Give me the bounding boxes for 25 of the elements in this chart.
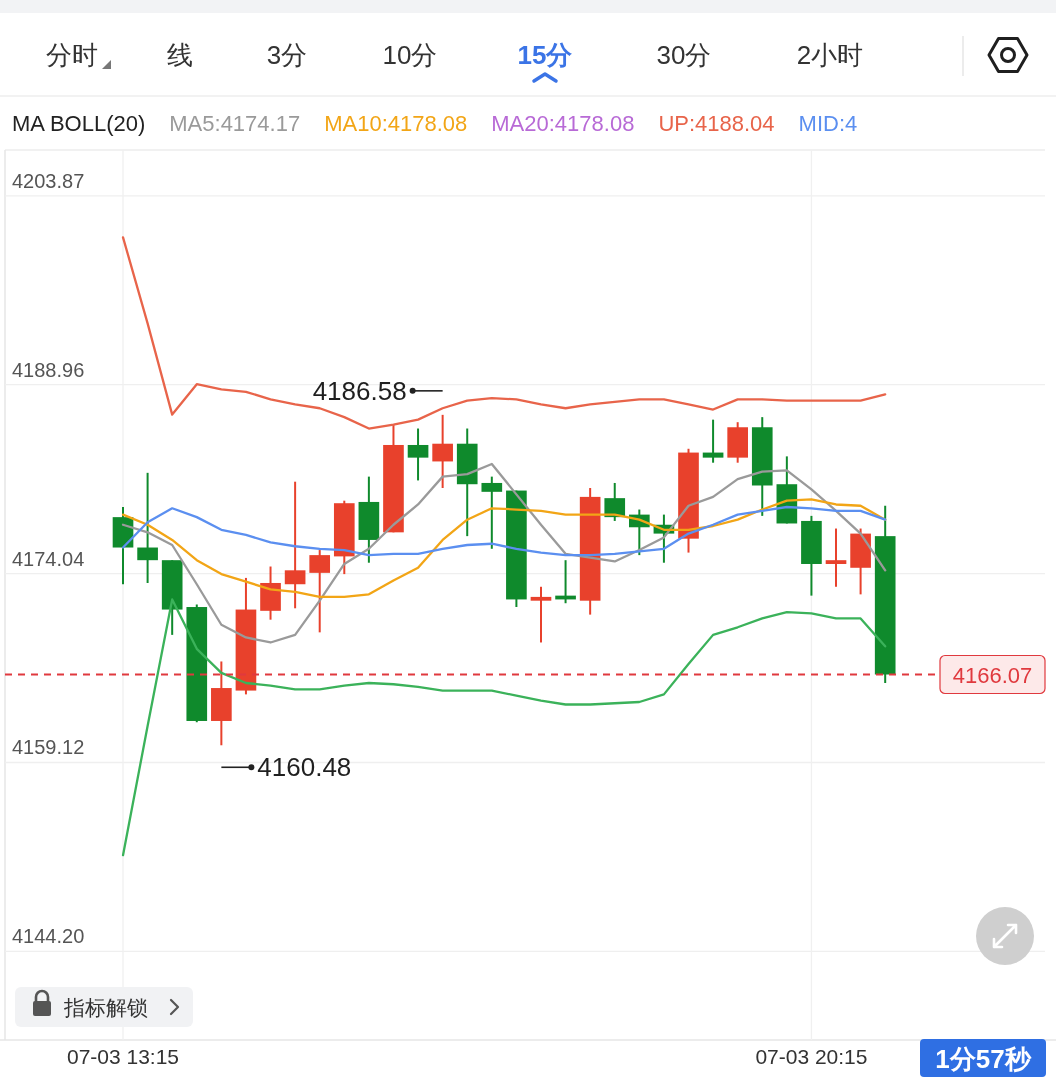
text: 线 [167,40,193,70]
ref-line-label: 4166.07 [952,662,1033,688]
text: UP:4188.04 [658,111,775,136]
legend-title: MA BOLL(20) [12,111,146,136]
y-tick-label: 4203.87 [12,169,85,192]
text: 2小时 [796,40,864,70]
y-tick-label: 4174.04 [12,547,85,570]
text: MID:4 [798,111,858,136]
text: 30分 [656,40,712,70]
text: 分时 [46,40,98,70]
y-tick-label: 4188.96 [12,358,85,381]
text: MA5:4174.17 [169,111,301,136]
annotation: 4186.58 [312,375,407,406]
text: 10分 [382,40,438,70]
x-tick-label: 07-03 20:15 [755,1045,868,1068]
text: 3分 [266,40,308,70]
annotation: 指标解锁 [63,996,148,1019]
y-tick-label: 4159.12 [12,736,85,759]
text: 15分 [517,40,574,70]
x-tick-label: 07-03 13:15 [66,1045,180,1068]
annotation: 4160.48 [257,752,352,783]
text: MA10:4178.08 [324,111,468,136]
legend-label: MA20:4178.08 [491,111,635,136]
text: 1分57秒 [935,1044,1032,1074]
y-tick-label: 4144.20 [12,925,85,948]
